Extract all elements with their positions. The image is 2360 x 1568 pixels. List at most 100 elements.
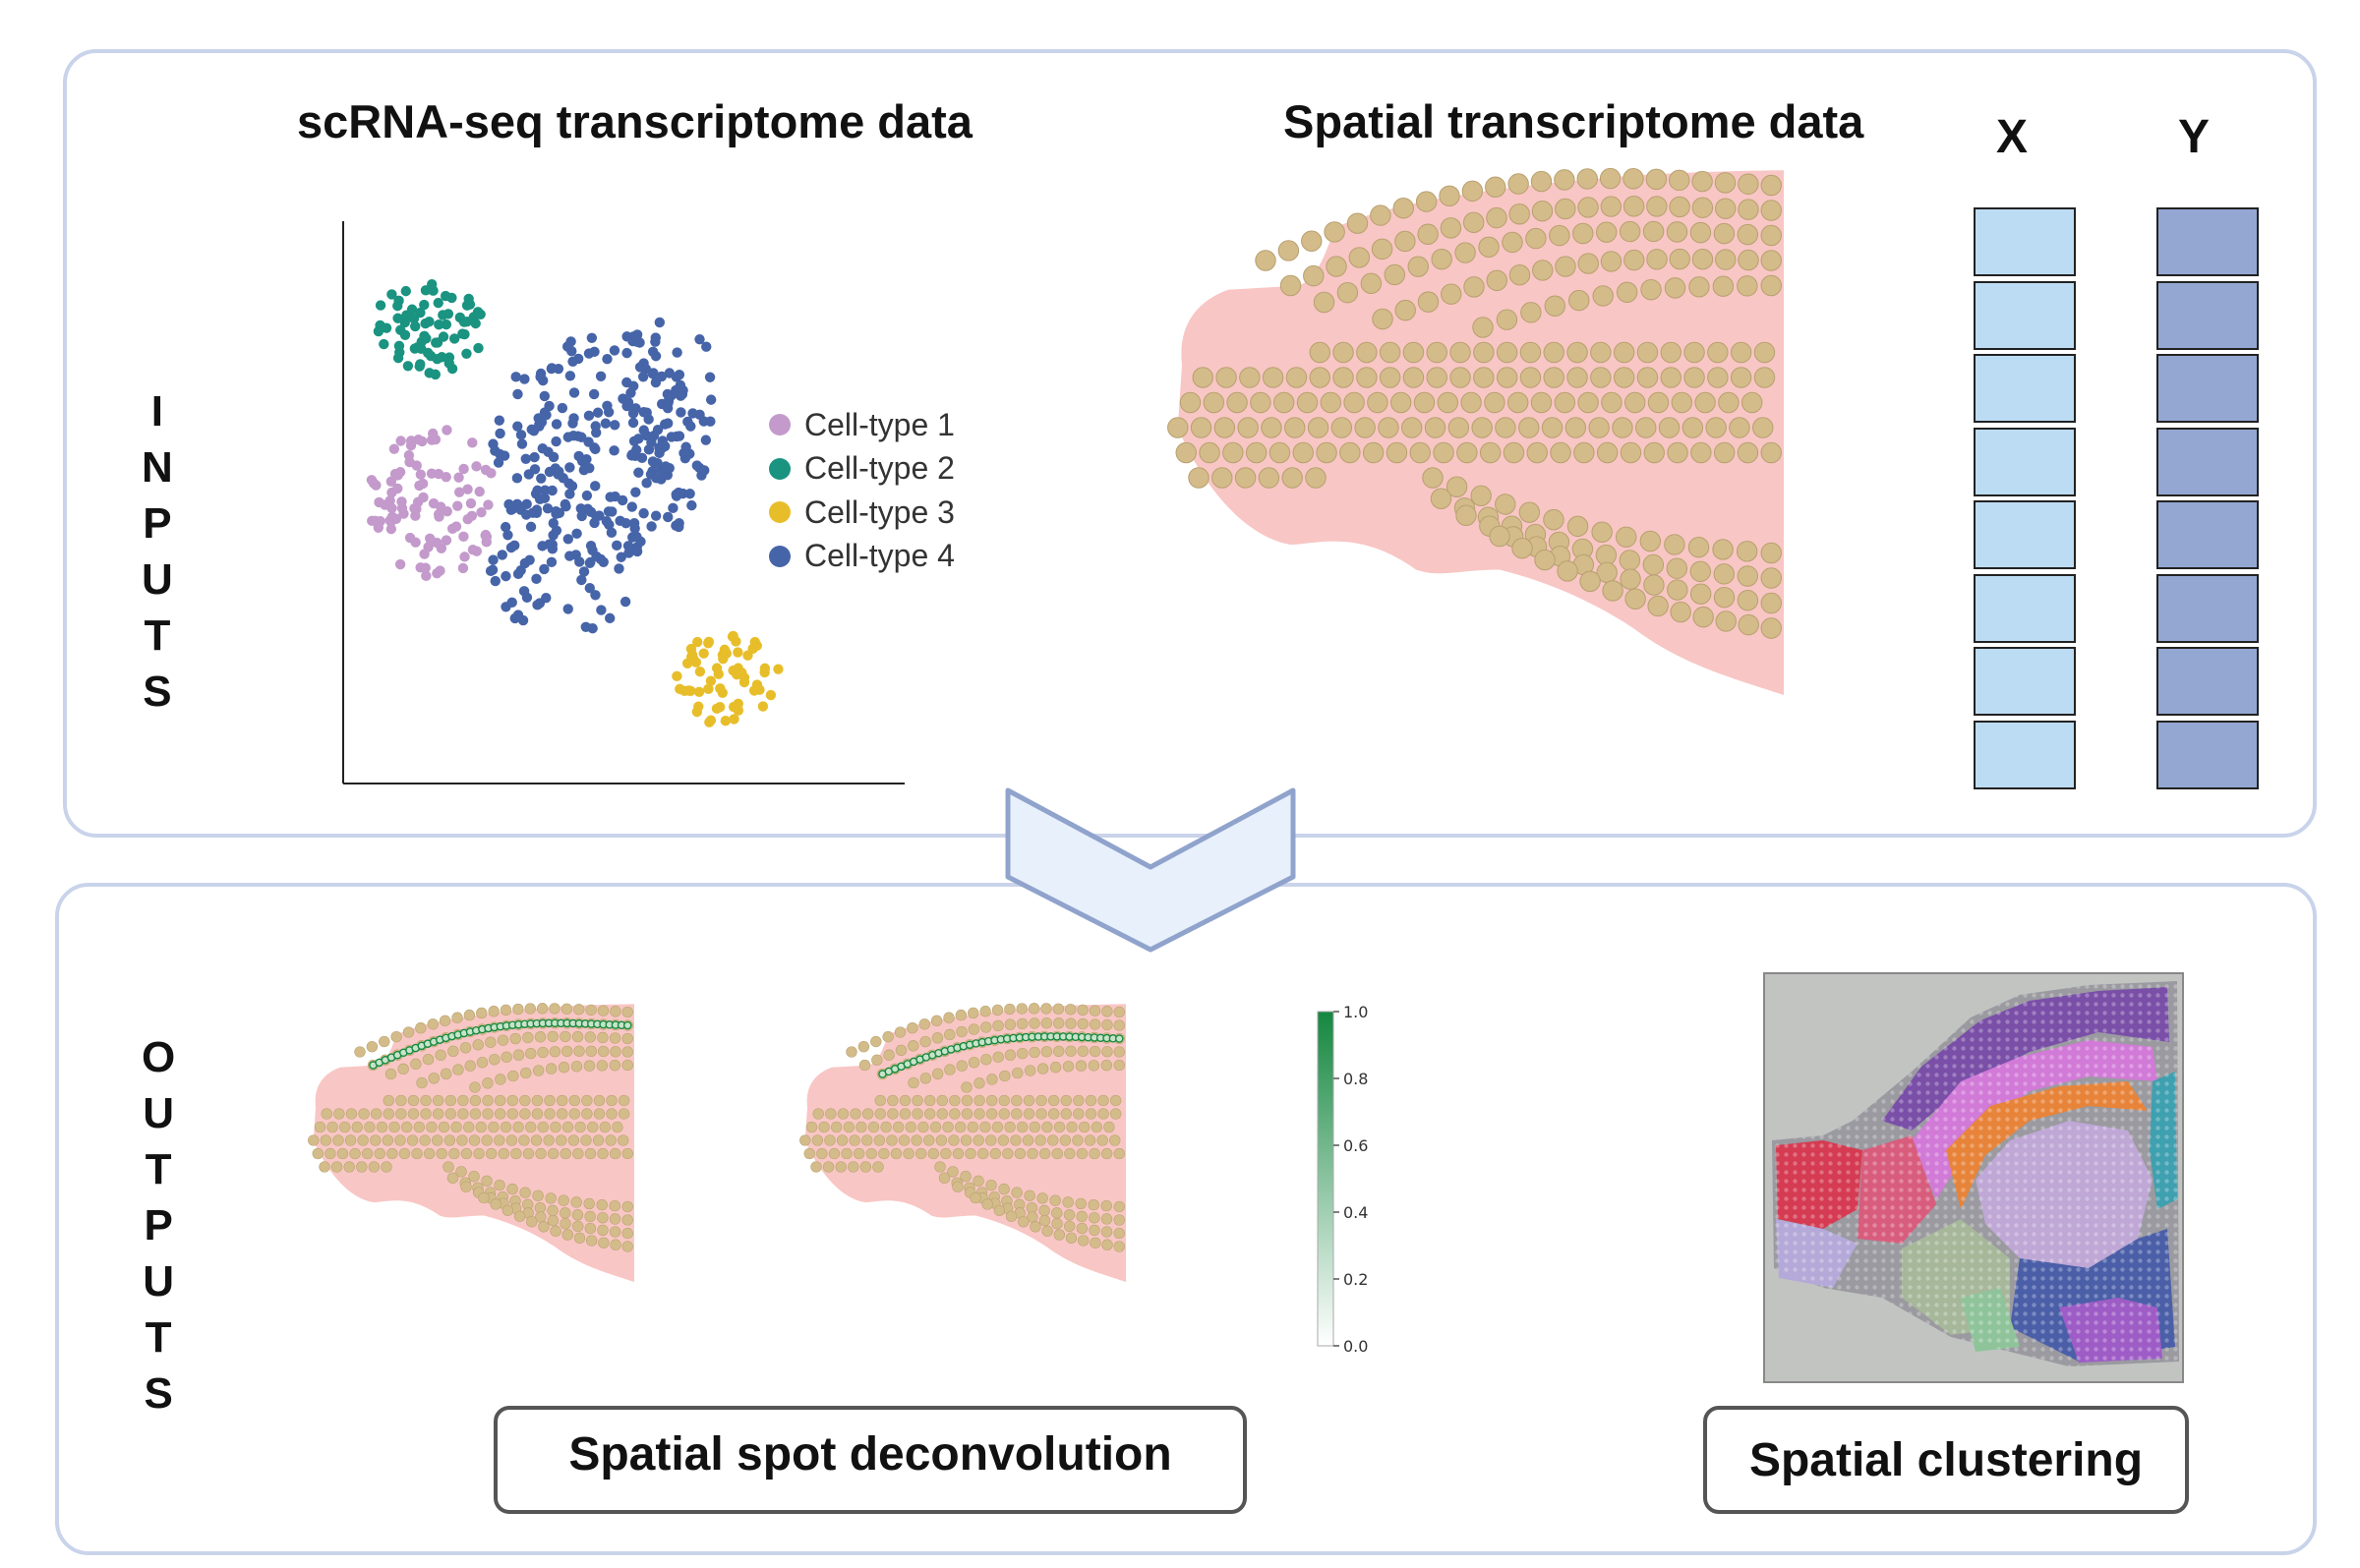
spatial-spot [585, 1004, 597, 1016]
spatial-spot [473, 1147, 485, 1160]
spatial-spot [976, 1147, 989, 1160]
cell-point [490, 445, 501, 456]
x-coordinate-cell [1974, 573, 2076, 643]
spatial-spot [597, 1031, 609, 1044]
spatial-spot [1089, 1018, 1101, 1030]
spatial-spot [1060, 1094, 1072, 1107]
cell-point [615, 515, 625, 527]
spatial-spot [918, 1018, 930, 1030]
spatial-spot [1234, 467, 1257, 489]
spatial-spot [1292, 441, 1314, 464]
cell-point [458, 531, 469, 542]
spatial-spot [596, 1198, 608, 1211]
spatial-spot [992, 1019, 1004, 1032]
cell-point [506, 597, 517, 609]
spatial-spot [849, 1134, 860, 1146]
spatial-spot [944, 1028, 956, 1041]
cell-point [590, 421, 601, 432]
spatial-spot [1714, 198, 1737, 219]
spatial-spot [1740, 391, 1763, 414]
spatial-spot [505, 1134, 518, 1146]
spatial-spot [1179, 391, 1202, 414]
spatial-spot [1378, 417, 1399, 438]
spatial-spot [1296, 391, 1319, 414]
spatial-spot [1011, 1094, 1023, 1107]
spatial-spot [1573, 441, 1595, 464]
cell-point [660, 419, 671, 430]
spatial-spot [1519, 367, 1542, 388]
spatial-spot [923, 1094, 936, 1107]
spatial-spot [1647, 595, 1669, 617]
spatial-spot [1683, 341, 1705, 364]
spatial-spot [597, 1212, 609, 1224]
spatial-spot [1760, 224, 1782, 247]
spatial-spot [1753, 341, 1776, 364]
cell-point [654, 317, 666, 328]
spatial-spot [974, 1108, 985, 1120]
cell-point [564, 462, 575, 473]
cell-point [576, 574, 587, 586]
cell-point [625, 387, 636, 398]
spatial-spot [420, 1094, 432, 1107]
outputs-letter: O [142, 1033, 176, 1081]
proportion-colorbar: 1.0 0.8 0.6 0.4 0.2 0.0 [1317, 1003, 1368, 1356]
spatial-spot [455, 1166, 467, 1178]
spatial-spot [510, 1147, 522, 1160]
spatial-spot [572, 1220, 584, 1233]
cell-point [567, 356, 578, 367]
spatial-spot [1175, 441, 1197, 464]
spatial-spot [1285, 367, 1308, 388]
cell-point [638, 425, 649, 436]
spatial-spot [1705, 417, 1727, 438]
cell-point [448, 333, 460, 344]
spatial-spot [621, 1059, 633, 1072]
spatial-spot [1065, 1232, 1078, 1244]
spatial-spot [1511, 537, 1533, 559]
cell-point [516, 438, 528, 449]
spatial-spot [319, 1161, 330, 1173]
spatial-spot [584, 1147, 597, 1160]
legend-item-cell-type-3: Cell-type 3 [769, 491, 955, 535]
spatial-spot [1729, 417, 1750, 438]
spatial-spot [968, 1057, 980, 1069]
cell-point [694, 333, 705, 345]
spatial-spot [610, 1046, 621, 1058]
cell-point [534, 494, 546, 504]
spatial-spot [597, 1005, 610, 1016]
spatial-spot [1643, 441, 1665, 464]
spatial-spot [979, 1006, 991, 1017]
spatial-spot [974, 1077, 985, 1089]
spatial-spot [560, 1207, 571, 1219]
outputs-letter: T [145, 1313, 172, 1362]
spatial-spot [468, 1171, 480, 1183]
spatial-spot [1496, 367, 1518, 388]
cell-point [453, 487, 465, 497]
cell-point [687, 408, 698, 419]
spatial-spot [488, 1006, 500, 1017]
spatial-spot [612, 1121, 623, 1133]
spatial-spot [1646, 249, 1668, 270]
spatial-spot [494, 1094, 506, 1107]
spatial-spot [816, 1147, 828, 1160]
cell-point [606, 527, 618, 539]
spatial-spot [494, 1134, 505, 1146]
cell-point [414, 480, 425, 492]
spatial-spot [1572, 222, 1594, 245]
spatial-spot [531, 1094, 544, 1107]
cell-point [461, 348, 472, 359]
spatial-spot [1669, 169, 1690, 192]
legend-item-cell-type-4: Cell-type 4 [769, 535, 955, 579]
spatial-spot [463, 1009, 476, 1021]
cell-point [686, 499, 697, 511]
spatial-spot [506, 1108, 518, 1120]
spatial-spot [1053, 1121, 1066, 1133]
spatial-spot [1737, 565, 1758, 587]
cell-point [759, 667, 770, 678]
cell-point [440, 290, 451, 302]
spatial-spot [1030, 1221, 1041, 1233]
spatial-spot [1103, 1121, 1115, 1133]
cell-point [660, 463, 672, 474]
spatial-spot [547, 1214, 560, 1227]
cell-point [601, 515, 613, 527]
spatial-spot [1531, 200, 1554, 222]
